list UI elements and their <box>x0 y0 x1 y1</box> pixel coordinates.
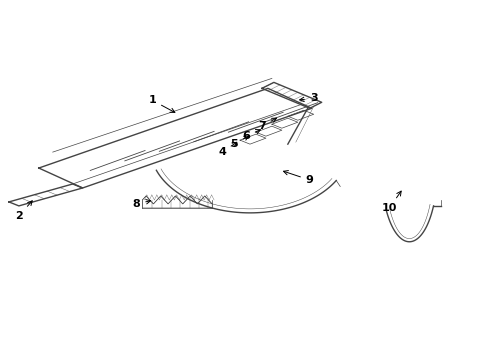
Text: 10: 10 <box>381 191 400 213</box>
Text: 4: 4 <box>218 142 236 157</box>
Text: 8: 8 <box>132 199 150 209</box>
Text: 9: 9 <box>283 171 313 185</box>
Text: 7: 7 <box>258 118 276 131</box>
Text: 3: 3 <box>299 93 317 103</box>
Text: 5: 5 <box>230 136 248 149</box>
Text: 2: 2 <box>15 201 32 221</box>
Text: 1: 1 <box>148 95 175 112</box>
Text: 6: 6 <box>242 130 260 141</box>
